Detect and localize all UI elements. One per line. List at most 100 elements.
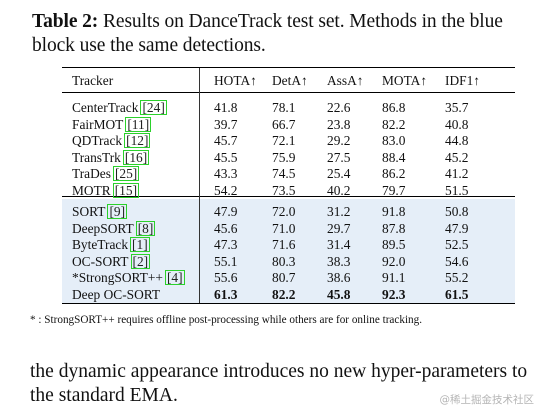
citation-number: 24 bbox=[146, 100, 161, 115]
metric-value: 66.7 bbox=[272, 116, 296, 132]
metric-value: 41.8 bbox=[214, 100, 238, 115]
metric-value: 80.7 bbox=[272, 270, 296, 286]
table-row: SORT [9] 47.9 72.0 31.2 91.8 50.8 bbox=[62, 203, 515, 220]
tracker-label: CenterTrack bbox=[72, 100, 139, 115]
citation-link[interactable]: [24] bbox=[140, 100, 167, 115]
metric-value: 45.7 bbox=[214, 133, 238, 149]
blue-block-background bbox=[62, 199, 515, 303]
table-row: DeepSORT [8] 45.6 71.0 29.7 87.8 47.9 bbox=[62, 220, 515, 237]
header-deta: DetA↑ bbox=[272, 73, 308, 88]
metric-value: 40.2 bbox=[327, 183, 351, 198]
citation-link[interactable]: [2] bbox=[130, 253, 151, 269]
table-caption: Table 2: Results on DanceTrack test set.… bbox=[32, 10, 532, 58]
tracker-label: SORT bbox=[72, 204, 106, 219]
header-tracker: Tracker bbox=[72, 73, 114, 88]
citation-link[interactable]: [8] bbox=[135, 220, 156, 236]
tracker-label: DeepSORT bbox=[72, 220, 134, 236]
metric-value: 88.4 bbox=[382, 149, 406, 165]
table-row: CenterTrack [24] 41.8 78.1 22.6 86.8 35.7 bbox=[62, 99, 515, 116]
metric-value: 29.7 bbox=[327, 220, 351, 236]
tracker-name: QDTrack [12] bbox=[72, 132, 151, 149]
metric-value: 92.0 bbox=[382, 253, 406, 269]
tracker-name: MOTR [15] bbox=[72, 182, 140, 199]
column-divider bbox=[199, 68, 200, 303]
metric-value: 47.3 bbox=[214, 237, 238, 253]
tracker-label: TransTrk bbox=[72, 149, 121, 165]
citation-link[interactable]: [12] bbox=[124, 133, 151, 149]
header-assa: AssA↑ bbox=[327, 73, 364, 88]
metric-value: 74.5 bbox=[272, 166, 296, 182]
tracker-name: Deep OC-SORT bbox=[72, 286, 160, 303]
metric-value: 89.5 bbox=[382, 237, 406, 253]
metric-value: 45.6 bbox=[214, 220, 238, 236]
metric-value: 41.2 bbox=[445, 166, 469, 182]
citation-number: 16 bbox=[129, 149, 143, 165]
metric-value: 45.5 bbox=[214, 149, 238, 165]
citation-link[interactable]: [9] bbox=[107, 204, 128, 219]
citation-number: 25 bbox=[119, 166, 133, 182]
tracker-name: TransTrk [16] bbox=[72, 149, 150, 166]
tracker-label: MOTR bbox=[72, 183, 111, 198]
table-row: OC-SORT [2] 55.1 80.3 38.3 92.0 54.6 bbox=[62, 253, 515, 270]
table-header-rule bbox=[62, 92, 515, 93]
citation-link[interactable]: [25] bbox=[112, 166, 140, 182]
tracker-label: OC-SORT bbox=[72, 253, 129, 269]
metric-value: 31.4 bbox=[327, 237, 351, 253]
metric-value: 40.8 bbox=[445, 116, 469, 132]
tracker-name: OC-SORT [2] bbox=[72, 253, 151, 270]
table-top-rule bbox=[62, 67, 515, 69]
tracker-name: SORT [9] bbox=[72, 203, 128, 220]
metric-value: 50.8 bbox=[445, 204, 469, 219]
metric-value: 47.9 bbox=[445, 220, 469, 236]
metric-value: 55.1 bbox=[214, 253, 238, 269]
table-row: Deep OC-SORT 61.3 82.2 45.8 92.3 61.5 bbox=[62, 286, 515, 303]
tracker-name: CenterTrack [24] bbox=[72, 99, 167, 116]
citation-link[interactable]: [1] bbox=[130, 237, 150, 253]
metric-value: 73.5 bbox=[272, 183, 296, 198]
citation-number: 9 bbox=[113, 204, 121, 219]
metric-value: 45.2 bbox=[445, 149, 469, 165]
tracker-label: QDTrack bbox=[72, 133, 123, 149]
metric-value: 54.6 bbox=[445, 253, 469, 269]
metric-value: 79.7 bbox=[382, 183, 406, 198]
metric-value: 25.4 bbox=[327, 166, 351, 182]
citation-number: 15 bbox=[119, 183, 133, 198]
metric-value: 61.5 bbox=[445, 287, 469, 302]
tracker-label: TraDes bbox=[72, 166, 111, 182]
table-row: TraDes [25] 43.3 74.5 25.4 86.2 41.2 bbox=[62, 165, 515, 182]
table-row: FairMOT [11] 39.7 66.7 23.8 82.2 40.8 bbox=[62, 116, 515, 133]
citation-link[interactable]: [4] bbox=[164, 270, 185, 286]
metric-value: 71.0 bbox=[272, 220, 296, 236]
citation-link[interactable]: [11] bbox=[125, 116, 152, 132]
body-paragraph: the dynamic appearance introduces no new… bbox=[30, 361, 528, 406]
tracker-name: ByteTrack [1] bbox=[72, 236, 150, 253]
metric-value: 80.3 bbox=[272, 253, 296, 269]
citation-link[interactable]: [15] bbox=[112, 183, 140, 198]
table-row: QDTrack [12] 45.7 72.1 29.2 83.0 44.8 bbox=[62, 132, 515, 149]
metric-value: 92.3 bbox=[382, 287, 406, 302]
metric-value: 27.5 bbox=[327, 149, 351, 165]
metric-value: 51.5 bbox=[445, 183, 469, 198]
table-row: MOTR [15] 54.2 73.5 40.2 79.7 51.5 bbox=[62, 182, 515, 199]
table-row: *StrongSORT++ [4] 55.6 80.7 38.6 91.1 55.2 bbox=[62, 269, 515, 286]
header-hota: HOTA↑ bbox=[214, 73, 257, 88]
metric-value: 75.9 bbox=[272, 149, 296, 165]
metric-value: 39.7 bbox=[214, 116, 238, 132]
tracker-label: *StrongSORT++ bbox=[72, 270, 163, 286]
metric-value: 82.2 bbox=[382, 116, 406, 132]
metric-value: 45.8 bbox=[327, 287, 351, 302]
tracker-name: *StrongSORT++ [4] bbox=[72, 269, 185, 286]
metric-value: 43.3 bbox=[214, 166, 238, 182]
caption-text: Results on DanceTrack test set. Methods … bbox=[32, 11, 503, 56]
metric-value: 55.2 bbox=[445, 270, 469, 286]
metric-value: 31.2 bbox=[327, 204, 351, 219]
metric-value: 44.8 bbox=[445, 133, 469, 149]
metric-value: 87.8 bbox=[382, 220, 406, 236]
header-idf1: IDF1↑ bbox=[445, 73, 480, 88]
header-mota: MOTA↑ bbox=[382, 73, 428, 88]
metric-value: 86.8 bbox=[382, 100, 406, 115]
citation-link[interactable]: [16] bbox=[122, 149, 150, 165]
citation-number: 1 bbox=[136, 237, 144, 253]
tracker-name: DeepSORT [8] bbox=[72, 220, 156, 237]
metric-value: 38.3 bbox=[327, 253, 351, 269]
